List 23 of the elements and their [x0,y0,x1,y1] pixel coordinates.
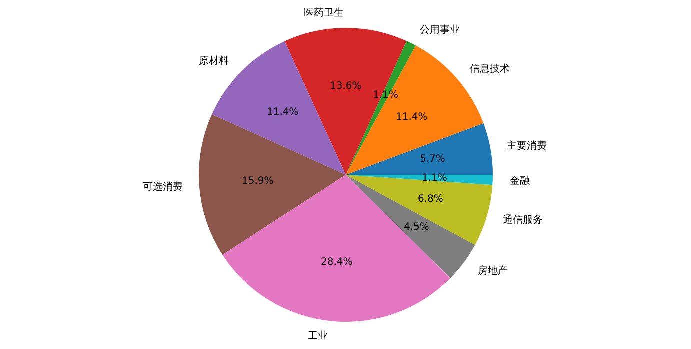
data-label: 1.1% [422,173,448,184]
slice-label: 信息技术 [470,63,510,75]
slice-label: 公用事业 [420,24,460,36]
pie-slice [222,175,451,322]
data-label: 15.9% [242,176,274,187]
pie-slice [346,123,493,175]
pie-slice [346,175,493,246]
slice-label: 医药卫生 [304,7,344,19]
slice-label: 可选消费 [143,181,183,193]
slice-label: 金融 [510,175,530,187]
slice-label: 通信服务 [503,214,543,226]
slice-label: 原材料 [199,55,229,67]
data-label: 5.7% [420,154,446,165]
data-label: 4.5% [404,222,430,233]
slice-label: 工业 [308,330,328,342]
data-label: 11.4% [267,107,299,118]
slice-label: 房地产 [478,265,508,277]
slice-label: 主要消费 [507,140,547,152]
data-label: 6.8% [418,194,444,205]
pie-slice [199,114,346,256]
data-label: 13.6% [330,81,362,92]
data-label: 28.4% [321,257,353,268]
data-label: 11.4% [396,112,428,123]
